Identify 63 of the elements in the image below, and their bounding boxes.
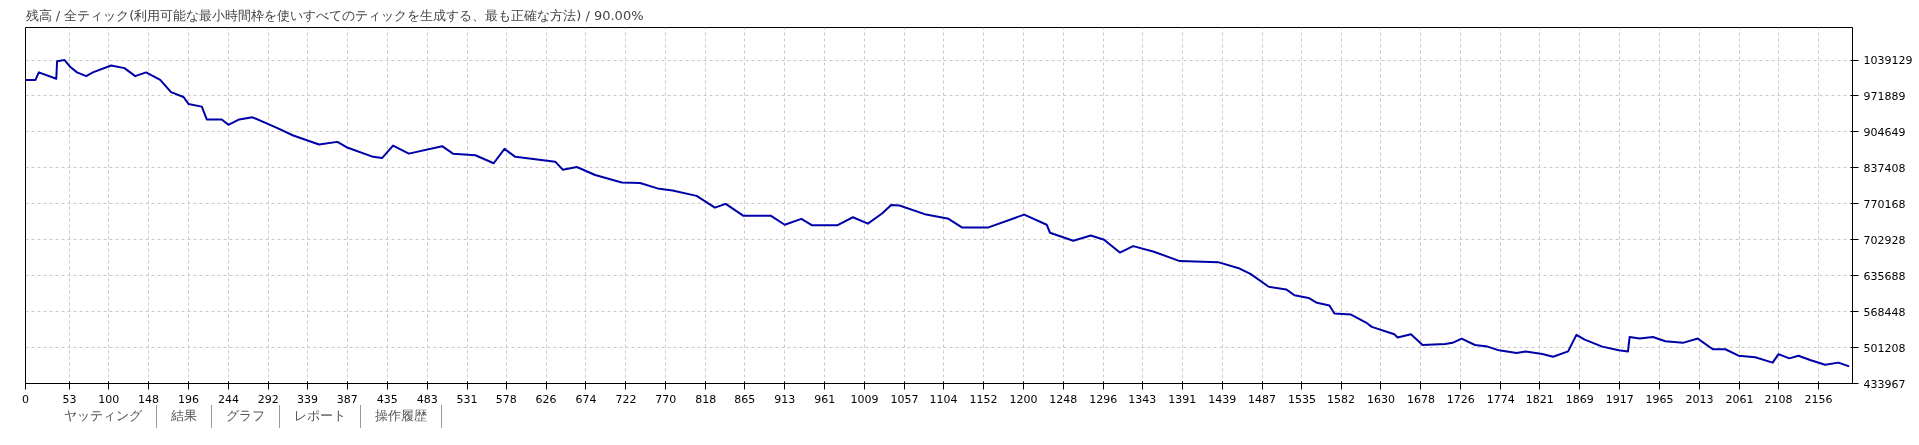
x-tick-label: 1343 [1128,392,1157,406]
x-tick-label: 1104 [929,392,958,406]
x-tick-label: 100 [98,392,120,406]
text: 操作履歴 [361,405,442,428]
line-series [25,59,1851,368]
x-tick-label: 2156 [1804,392,1833,406]
text: ヤッティング [50,405,157,428]
x-tick-label: 1869 [1565,392,1594,406]
x-tick-label: 53 [62,392,77,406]
y-tick-label: 904649 [1863,125,1906,139]
x-tick-label: 483 [416,392,438,406]
x-tick-label: 1439 [1208,392,1237,406]
y-tick-label: 971889 [1863,89,1906,103]
x-tick-label: 1965 [1645,392,1674,406]
y-tick-label: 1039129 [1863,54,1913,68]
x-tick-label: 1582 [1327,392,1356,406]
x-tick-label: 1630 [1366,392,1395,406]
text: 結果 [157,405,212,428]
x-tick-label: 1678 [1406,392,1435,406]
x-tick-label: 196 [177,392,199,406]
x-tick-label: 1009 [850,392,879,406]
x-tick-label: 2013 [1685,392,1714,406]
x-tick-label: 1821 [1525,392,1554,406]
x-tick-label: 1152 [969,392,998,406]
x-tick-label: 818 [695,392,717,406]
x-tick-label: 292 [257,392,279,406]
x-tick-label: 2061 [1725,392,1754,406]
x-tick-label: 722 [615,392,637,406]
x-tick-label: 770 [655,392,677,406]
x-tick-label: 1917 [1605,392,1634,406]
x-tick-label: 2108 [1764,392,1793,406]
text: レポート [280,405,361,428]
y-tick-label: 433967 [1863,377,1906,391]
text: グラフ [212,405,280,428]
x-tick-label: 531 [456,392,478,406]
x-tick-label: 1487 [1248,392,1277,406]
x-tick-label: 578 [495,392,517,406]
x-tick-label: 1296 [1089,392,1118,406]
x-tick-label: 148 [138,392,160,406]
y-tick-label: 702928 [1863,233,1906,247]
y-tick-label: 501208 [1863,341,1906,355]
x-tick-label: 387 [336,392,358,406]
x-tick-label: 626 [535,392,557,406]
y-tick-label: 635688 [1863,269,1906,283]
x-tick-label: 1200 [1009,392,1038,406]
x-tick-label: 0 [22,392,29,406]
y-tick-label: 770168 [1863,197,1906,211]
x-tick-label: 1391 [1168,392,1197,406]
chart-title: 残高 / 全ティック(利用可能な最小時間枠を使いすべてのティックを生成する、最も正確な方法) / 90.00% [25,7,644,23]
x-tick-label: 244 [217,392,239,406]
x-tick-label: 674 [575,392,597,406]
x-tick-label: 913 [774,392,796,406]
x-tick-label: 1535 [1287,392,1316,406]
x-tick-label: 1726 [1446,392,1475,406]
x-tick-label: 1248 [1049,392,1078,406]
x-tick-label: 961 [814,392,836,406]
y-tick-label: 837408 [1863,161,1906,175]
x-tick-label: 1057 [890,392,919,406]
y-tick-label: 568448 [1863,305,1906,319]
x-tick-label: 339 [296,392,318,406]
x-tick-label: 435 [376,392,398,406]
x-tick-label: 1774 [1486,392,1515,406]
x-tick-label: 865 [734,392,756,406]
